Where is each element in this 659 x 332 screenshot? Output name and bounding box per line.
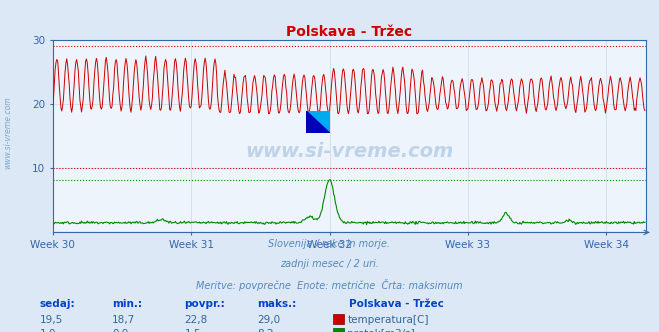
Text: sedaj:: sedaj:	[40, 299, 75, 309]
Text: 29,0: 29,0	[257, 315, 280, 325]
Bar	[318, 122, 330, 133]
Text: Meritve: povprečne  Enote: metrične  Črta: maksimum: Meritve: povprečne Enote: metrične Črta:…	[196, 279, 463, 291]
Text: 18,7: 18,7	[112, 315, 135, 325]
Text: www.si-vreme.com: www.si-vreme.com	[3, 97, 13, 169]
Bar	[318, 111, 330, 122]
Text: Slovenija / reke in morje.: Slovenija / reke in morje.	[268, 239, 391, 249]
Text: maks.:: maks.:	[257, 299, 297, 309]
Bar	[306, 122, 318, 133]
Text: 22,8: 22,8	[185, 315, 208, 325]
Polygon shape	[306, 111, 330, 133]
Text: 1,5: 1,5	[185, 329, 201, 332]
Text: povpr.:: povpr.:	[185, 299, 225, 309]
Text: Polskava - Tržec: Polskava - Tržec	[349, 299, 444, 309]
Title: Polskava - Tržec: Polskava - Tržec	[286, 25, 413, 39]
Text: 0,9: 0,9	[112, 329, 129, 332]
Text: temperatura[C]: temperatura[C]	[347, 315, 429, 325]
Bar	[306, 111, 318, 122]
Text: 1,0: 1,0	[40, 329, 56, 332]
Text: min.:: min.:	[112, 299, 142, 309]
Text: pretok[m3/s]: pretok[m3/s]	[347, 329, 415, 332]
Text: www.si-vreme.com: www.si-vreme.com	[245, 142, 453, 161]
Text: 8,2: 8,2	[257, 329, 273, 332]
Text: zadnji mesec / 2 uri.: zadnji mesec / 2 uri.	[280, 259, 379, 269]
Polygon shape	[306, 111, 330, 133]
Text: 19,5: 19,5	[40, 315, 63, 325]
